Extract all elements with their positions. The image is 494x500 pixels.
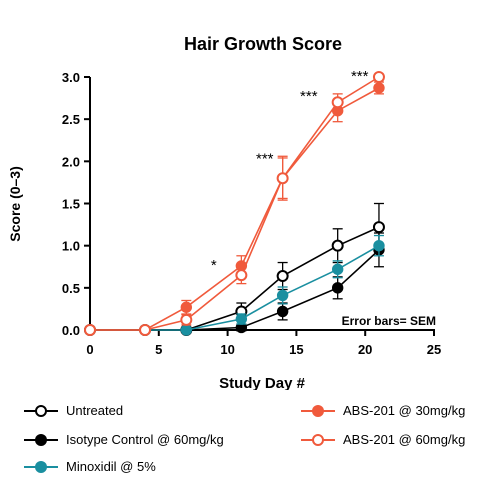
y-tick-label: 2.0 [62, 154, 80, 169]
data-point [139, 324, 152, 336]
legend-label: ABS-201 @ 30mg/kg [343, 403, 466, 418]
legend-label: ABS-201 @ 60mg/kg [343, 432, 466, 447]
legend-item: Untreated [24, 403, 123, 418]
data-point [180, 324, 193, 336]
significance-marker: * [211, 257, 217, 274]
x-tick-label: 10 [220, 342, 234, 357]
legend-dot [35, 433, 47, 446]
axes: 0.0 0.5 1.0 1.5 2.0 2.5 3.0 0 5 10 15 20 25 [62, 70, 441, 357]
legend-item: ABS-201 @ 30mg/kg [301, 403, 465, 418]
x-tick-label: 15 [289, 342, 303, 357]
data-point [373, 239, 385, 252]
legend-label: Untreated [66, 403, 124, 418]
data-point [373, 82, 385, 94]
y-tick-label: 2.5 [62, 112, 80, 127]
y-axis-label: Score (0–3) [7, 166, 23, 241]
significance-marker: *** [351, 68, 369, 85]
legend-marker [24, 433, 58, 447]
legend-marker [301, 433, 335, 447]
legend-item: ABS-201 @ 60mg/kg [301, 432, 465, 447]
significance-marker: *** [300, 88, 318, 105]
series-line [90, 87, 380, 331]
data-point [331, 263, 344, 275]
legend-dot [35, 404, 47, 417]
data-point [180, 301, 193, 313]
data-point [276, 289, 289, 302]
y-tick-label: 1.5 [62, 197, 80, 212]
y-tick-label: 0.5 [62, 281, 80, 296]
data-point [276, 305, 289, 318]
y-tick-label: 0.0 [62, 323, 80, 338]
data-point [235, 269, 248, 282]
data-point [331, 239, 344, 252]
legend-marker [24, 460, 58, 474]
x-axis-label: Study Day # [219, 375, 306, 390]
legend-dot [35, 460, 47, 473]
y-tick-label: 3.0 [62, 70, 80, 85]
series-3 [84, 81, 385, 336]
x-tick-label: 25 [427, 342, 441, 357]
data-point [276, 270, 289, 283]
legend-marker [24, 404, 58, 418]
data-point [372, 221, 385, 234]
y-tick-label: 1.0 [62, 239, 80, 254]
series-4 [84, 71, 385, 336]
chart: Hair Growth Score Score (0–3) Study Day … [7, 34, 441, 390]
legend-label: Isotype Control @ 60mg/kg [66, 432, 224, 447]
legend-dot [312, 433, 324, 446]
x-tick-label: 5 [155, 342, 162, 357]
x-tick-label: 0 [86, 342, 93, 357]
legend-item: Isotype Control @ 60mg/kg [24, 432, 224, 447]
data-point [372, 71, 385, 83]
legend-marker [301, 404, 335, 418]
data-point [331, 282, 344, 294]
data-point [84, 324, 96, 336]
data-point [235, 313, 248, 325]
error-bars-note: Error bars= SEM [342, 314, 436, 328]
significance-marker: *** [256, 151, 274, 168]
legend-label: Minoxidil @ 5% [66, 459, 156, 474]
x-tick-label: 20 [358, 342, 372, 357]
legend-dot [312, 404, 324, 417]
legend-item: Minoxidil @ 5% [24, 459, 156, 474]
plot-area: ********** [84, 68, 385, 336]
data-point [276, 172, 289, 185]
data-point [180, 313, 193, 326]
data-point [331, 96, 344, 109]
chart-title: Hair Growth Score [184, 34, 342, 54]
